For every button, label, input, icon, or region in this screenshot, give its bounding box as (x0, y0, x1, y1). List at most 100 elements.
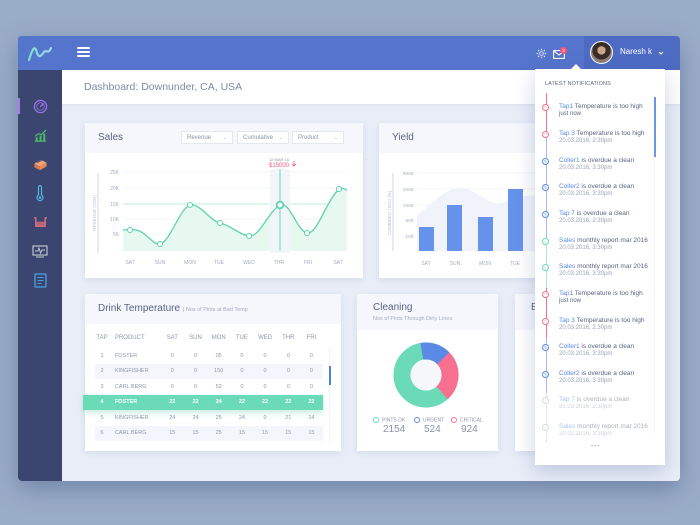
document-icon (33, 272, 47, 288)
user-menu[interactable]: Naresh k (584, 36, 680, 70)
svg-text:300K: 300K (403, 171, 415, 177)
svg-text:MON: MON (184, 260, 196, 266)
svg-text:THR: THR (274, 260, 285, 266)
svg-text:15K: 15K (110, 202, 120, 208)
sidebar-item-temperature[interactable] (18, 179, 62, 207)
svg-text:100K: 100K (403, 203, 415, 209)
chevron-down-icon (658, 51, 664, 55)
gauge-icon (33, 99, 47, 113)
legend-urgent: URGENT 524 (414, 417, 444, 435)
svg-text:SUN: SUN (450, 261, 461, 267)
sidebar-item-reports[interactable] (18, 266, 62, 294)
notification-item[interactable]: ✎ Coller1 is overdue a clean 20.03.2016, 3… (542, 343, 635, 357)
monitor-pulse-icon (32, 244, 48, 257)
mail-button[interactable]: 3 (553, 47, 569, 61)
svg-text:12 MAR 16: 12 MAR 16 (269, 157, 290, 162)
sidebar-item-monitor[interactable] (18, 237, 62, 265)
notifications-title: LATEST NOTIFICATIONS (545, 81, 611, 87)
gear-icon[interactable] (536, 48, 547, 59)
svg-text:SUN: SUN (155, 260, 166, 266)
drink-temperature-table: TAP PRODUCT SAT SUN MON TUE WED THR FRI 1 FOSTER… (83, 328, 323, 441)
yield-bar-chart[interactable]: COMBINED YIELD (%) 300K 200K 100K 50K 10K SA… (379, 153, 549, 278)
wave-logo-icon (28, 46, 52, 61)
svg-text:5K: 5K (113, 232, 120, 238)
notification-item[interactable]: ✓ Sales monthly report mar 2016 20.03.2016… (542, 237, 648, 251)
sales-card: Sales Revenue ⌄ Cumulative ⌄ Product ⌄ REVE… (85, 123, 363, 278)
menu-button[interactable] (77, 47, 90, 57)
top-bar: 3 Naresh k (62, 36, 680, 70)
svg-text:SAT: SAT (421, 261, 430, 267)
table-row[interactable]: 2 KINGFISHER 0 0 150 0 0 0 0 (95, 363, 323, 379)
card-title: Cleaning (373, 302, 413, 313)
sidebar (18, 36, 62, 481)
notification-item[interactable]: ✎ Coller2 is overdue a clean 20.03.2016, 3… (542, 183, 635, 197)
legend-critical: CRITICAL 924 (451, 417, 483, 435)
svg-text:COMBINED YIELD (%): COMBINED YIELD (%) (387, 190, 392, 235)
revenue-dropdown[interactable]: Revenue ⌄ (181, 131, 233, 144)
sidebar-item-dashboard[interactable] (18, 92, 62, 120)
sidebar-item-cleaning[interactable] (18, 208, 62, 236)
cleaning-card: Cleaning Nos of Pints Through Dirty Line… (357, 294, 498, 451)
mail-badge: 3 (560, 47, 567, 54)
svg-text:TUE: TUE (214, 260, 225, 266)
card-subtitle: Nos of Pints Through Dirty Lines (373, 316, 453, 322)
notification-item[interactable]: ◠ Tap 3 Temperature is too high 20.03.2016… (542, 130, 645, 144)
notification-item[interactable]: ✎ Coller2 is overdue a clean 20.03.2016, 3… (542, 370, 635, 384)
legend-pints-ok: PINTS OK 2154 (373, 417, 405, 435)
svg-text:200K: 200K (403, 187, 415, 193)
more-notifications-button[interactable]: ••• (591, 444, 601, 450)
growth-chart-icon (34, 128, 47, 142)
card-title: E (531, 302, 538, 313)
basin-icon (33, 216, 47, 227)
drink-temperature-card: Drink Temperature | Nos of Pints at Bad … (83, 294, 341, 451)
notification-item[interactable]: ✓ Sales monthly report mar 2016 20.03.2016… (542, 263, 648, 277)
svg-text:SAT: SAT (333, 260, 342, 266)
card-title: Yield (392, 132, 414, 143)
notification-item[interactable]: ◠ Tap1 Temperature is too high just now (542, 103, 643, 117)
chevron-down-icon: ⌄ (278, 134, 283, 141)
yield-card: Yield COMBINED YIELD (%) 300K 200K 100K 50K… (379, 123, 549, 278)
notification-item[interactable]: ◠ Tap 3 Temperature is too high 20.03.2016… (542, 317, 645, 331)
svg-text:$15000: $15000 (269, 163, 290, 169)
svg-text:WED: WED (243, 260, 255, 266)
thermometer-icon (36, 184, 44, 201)
svg-text:MON: MON (479, 261, 491, 267)
table-row[interactable]: 5 KINGFISHER 24 24 25 24 0 21 14 (100, 414, 315, 421)
cumulative-dropdown[interactable]: Cumulative ⌄ (237, 131, 289, 144)
breadcrumb: Dashboard: Downunder, CA, USA (84, 81, 243, 93)
svg-text:TUE: TUE (510, 261, 521, 267)
avatar (590, 41, 613, 64)
card-title: Drink Temperature | Nos of Pints at Bad … (98, 303, 248, 314)
svg-text:20K: 20K (110, 186, 120, 192)
svg-text:SAT: SAT (125, 260, 134, 266)
table-row[interactable]: 6 CARL BERG 15 15 25 15 15 15 15 (95, 425, 323, 441)
notification-item[interactable]: ✓ Sales monthly report mar 2016 20.03.2016… (542, 423, 648, 437)
notification-item[interactable]: ◠ Tap1 Temperature is too high just now (542, 290, 643, 304)
table-scrollbar[interactable] (328, 348, 331, 442)
chevron-down-icon: ⌄ (222, 134, 227, 141)
svg-text:REVENUE (USD): REVENUE (USD) (92, 195, 97, 231)
notification-item[interactable]: ✎ Tap 7 is overdue a clean 20.03.2016, 2:3… (542, 210, 630, 224)
svg-text:10K: 10K (110, 217, 120, 223)
product-dropdown[interactable]: Product ⌄ (292, 131, 344, 144)
svg-text:10K: 10K (405, 234, 414, 240)
cleaning-donut-chart[interactable] (393, 342, 459, 408)
logo[interactable] (18, 36, 62, 70)
svg-text:50K: 50K (405, 218, 414, 224)
table-header: TAP PRODUCT SAT SUN MON TUE WED THR FRI (96, 335, 317, 341)
table-row[interactable]: 3 CARL BERG 0 0 52 0 0 0 0 (100, 383, 313, 390)
notification-item[interactable]: ✎ Coller1 is overdue a clean 20.03.2016, 3… (542, 157, 635, 171)
svg-text:FRI: FRI (304, 260, 312, 266)
notification-item[interactable]: ✓ Tap 7 is overdue a clean 20.03.2016, 2:3… (542, 396, 630, 410)
card-title: Sales (98, 132, 124, 143)
sales-line-chart[interactable]: REVENUE (USD) 25K 20K 15K 10K 5K 12 MAR 16 $… (85, 153, 363, 278)
boxes-icon (34, 158, 47, 170)
chevron-down-icon: ⌄ (333, 134, 338, 141)
sidebar-item-inventory[interactable] (18, 150, 62, 178)
notifications-scrollbar[interactable] (653, 97, 656, 433)
sidebar-item-sales[interactable] (18, 121, 62, 149)
svg-text:25K: 25K (110, 170, 120, 176)
table-row[interactable]: 1 FOSTER 0 0 05 0 0 0 0 (100, 352, 313, 359)
notifications-panel: LATEST NOTIFICATIONS ◠ Tap1 Temperature i… (535, 64, 665, 465)
table-row-highlighted[interactable]: 4 FOSTER 22 22 24 22 22 22 22 (83, 394, 323, 410)
